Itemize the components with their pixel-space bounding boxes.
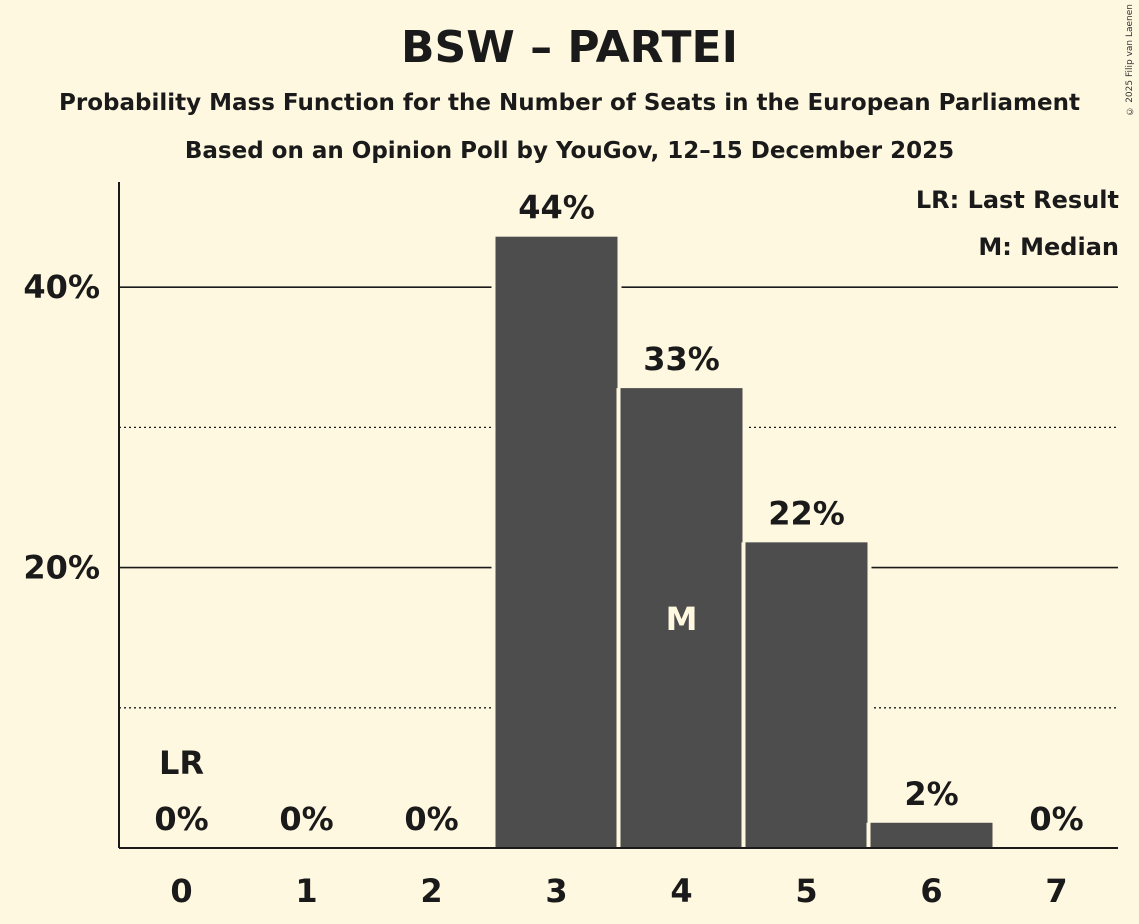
median-marker: M bbox=[666, 600, 698, 638]
x-tick-label: 0 bbox=[170, 872, 192, 910]
chart-subtitle-source: Based on an Opinion Poll by YouGov, 12–1… bbox=[184, 138, 955, 164]
bar-seats-3 bbox=[495, 236, 618, 848]
bar-value-label: 0% bbox=[404, 800, 458, 838]
x-tick-label: 6 bbox=[920, 872, 942, 910]
bar-value-label: 22% bbox=[768, 494, 845, 532]
x-tick-label: 1 bbox=[295, 872, 317, 910]
last-result-marker: LR bbox=[159, 744, 204, 782]
legend-last-result: LR: Last Result bbox=[915, 186, 1119, 214]
x-tick-label: 7 bbox=[1045, 872, 1067, 910]
bar-value-label: 0% bbox=[279, 800, 333, 838]
y-tick-label: 20% bbox=[23, 549, 100, 587]
x-tick-label: 5 bbox=[795, 872, 817, 910]
bar-value-label: 0% bbox=[1029, 800, 1083, 838]
x-tick-label: 3 bbox=[545, 872, 567, 910]
bar-value-label: 44% bbox=[518, 189, 595, 227]
bar-seats-4 bbox=[620, 388, 743, 848]
bar-value-label: 2% bbox=[904, 775, 958, 813]
bar-seats-6 bbox=[870, 822, 993, 848]
y-tick-label: 40% bbox=[23, 268, 100, 306]
chart-title: BSW – PARTEI bbox=[400, 22, 738, 73]
x-tick-label: 4 bbox=[670, 872, 692, 910]
bar-seats-5 bbox=[745, 542, 868, 848]
x-tick-label: 2 bbox=[420, 872, 442, 910]
bar-value-label: 0% bbox=[154, 800, 208, 838]
legend-median: M: Median bbox=[978, 233, 1119, 261]
chart-subtitle: Probability Mass Function for the Number… bbox=[59, 90, 1080, 116]
bar-value-label: 33% bbox=[643, 340, 720, 378]
